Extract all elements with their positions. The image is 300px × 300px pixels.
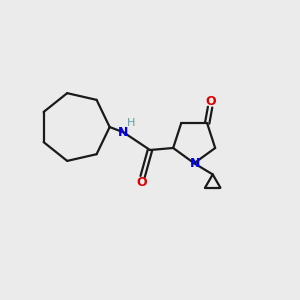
Text: N: N [190,157,200,170]
Text: N: N [118,126,129,139]
Text: H: H [127,118,135,128]
Text: O: O [206,95,216,108]
Text: O: O [137,176,147,189]
